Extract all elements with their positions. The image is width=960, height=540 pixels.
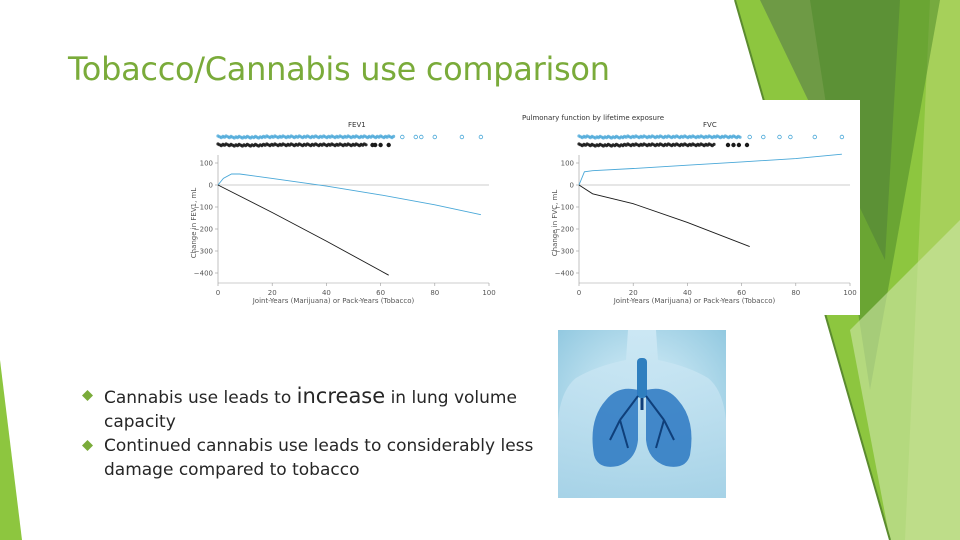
y-tick-label: −300 — [555, 248, 574, 256]
rug-point — [731, 142, 736, 148]
x-axis-label: Joint-Years (Marijuana) or Pack-Years (T… — [252, 297, 415, 305]
y-tick-label: 0 — [570, 182, 574, 190]
slide-title: Tobacco/Cannabis use comparison — [68, 50, 610, 88]
rug-point — [839, 134, 845, 140]
deco-shadow-strip — [810, 0, 940, 390]
bullet-2-text: Continued cannabis use leads to consider… — [104, 436, 534, 480]
rug-point — [378, 142, 383, 148]
bullet-1-emphasis: increase — [296, 384, 386, 408]
figure-title: Pulmonary function by lifetime exposure — [522, 114, 664, 122]
y-tick-label: 100 — [200, 160, 213, 168]
diamond-bullet-icon — [82, 390, 93, 401]
rug-point — [725, 142, 731, 148]
deco-highlight — [850, 220, 960, 540]
x-tick-label: 40 — [322, 289, 331, 297]
y-tick-label: −400 — [555, 270, 574, 278]
chart-image: Pulmonary function by lifetime exposure … — [190, 100, 860, 315]
x-tick-label: 0 — [577, 289, 581, 297]
y-tick-label: 0 — [209, 182, 213, 190]
x-tick-label: 60 — [376, 289, 385, 297]
x-tick-label: 20 — [268, 289, 277, 297]
panel-title: FVC — [703, 121, 717, 129]
x-tick-label: 100 — [482, 289, 495, 297]
lungs-illustration-icon — [558, 330, 726, 498]
x-tick-label: 100 — [843, 289, 856, 297]
marijuana-series-line — [578, 153, 842, 186]
x-tick-label: 60 — [737, 289, 746, 297]
diamond-bullet-icon — [82, 440, 93, 451]
rug-point — [386, 142, 391, 148]
bullet-item-2: Continued cannabis use leads to consider… — [82, 434, 552, 482]
rug-point — [812, 134, 817, 140]
tobacco-series-line — [217, 184, 389, 276]
bullet-1-text-before: Cannabis use leads to — [104, 388, 297, 408]
y-tick-label: 100 — [561, 160, 574, 168]
pulmonary-function-chart: Pulmonary function by lifetime exposure … — [190, 114, 857, 305]
rug-point — [364, 143, 368, 147]
rug-point — [419, 134, 424, 140]
rug-point — [413, 134, 418, 140]
rug-point — [459, 134, 465, 140]
x-tick-label: 80 — [430, 289, 439, 297]
rug-point — [372, 142, 378, 148]
rug-point — [432, 134, 437, 140]
tobacco-series-line — [578, 184, 750, 248]
x-tick-label: 0 — [216, 289, 220, 297]
rug-point — [777, 134, 782, 140]
rug-point — [747, 134, 752, 140]
y-axis-label: Change in FVC, mL — [551, 190, 559, 257]
bullet-1-text-after: in lung volume capacity — [104, 388, 517, 432]
x-tick-label: 20 — [629, 289, 638, 297]
rug-point — [736, 142, 742, 148]
y-tick-label: −300 — [194, 248, 213, 256]
y-tick-label: −100 — [555, 204, 574, 212]
x-tick-label: 40 — [683, 289, 692, 297]
y-tick-label: −200 — [555, 226, 574, 234]
y-tick-label: −200 — [194, 226, 213, 234]
y-tick-label: −100 — [194, 204, 213, 212]
bullet-item-1: Cannabis use leads to increase in lung v… — [82, 384, 552, 434]
rug-point — [788, 134, 793, 140]
rug-point — [712, 142, 716, 146]
rug-point — [761, 134, 766, 140]
marijuana-series-line — [217, 173, 481, 216]
y-axis-label: Change in FEV1, mL — [190, 188, 198, 259]
rug-point — [744, 142, 750, 148]
rug-point — [478, 134, 484, 140]
panel-title: FEV1 — [348, 121, 366, 129]
rug-point — [392, 134, 396, 138]
rug-point — [738, 135, 742, 139]
x-tick-label: 80 — [791, 289, 800, 297]
lungs-illustration — [558, 330, 726, 498]
y-tick-label: −400 — [194, 270, 213, 278]
rug-point — [400, 134, 405, 140]
x-axis-label: Joint-Years (Marijuana) or Pack-Years (T… — [613, 297, 776, 305]
deco-left-strip — [0, 360, 22, 540]
bullet-list: Cannabis use leads to increase in lung v… — [82, 384, 552, 482]
